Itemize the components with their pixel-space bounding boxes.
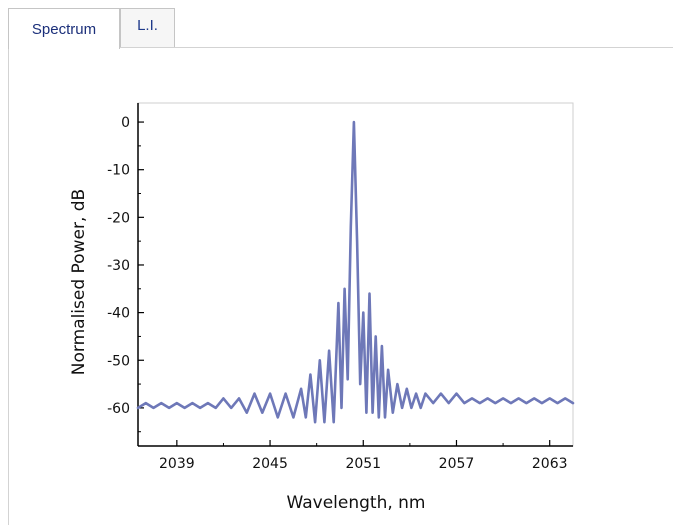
y-tick-label: -10 <box>107 163 130 179</box>
tab-li[interactable]: L.I. <box>120 8 175 48</box>
plot-area: 0 -10 -20 -30 -40 -50 -60 2039 2045 2051 2057 2063 <box>107 102 575 472</box>
y-tick-label: -60 <box>107 401 130 417</box>
tab-bar-divider <box>8 47 673 48</box>
tab-spectrum[interactable]: Spectrum <box>8 8 120 49</box>
x-tick-label: 2051 <box>345 456 381 472</box>
y-axis-label: Normalised Power, dB <box>69 189 89 375</box>
y-tick-label: -50 <box>107 353 130 369</box>
tab-panel-spectrum <box>8 48 673 525</box>
x-tick-label: 2063 <box>532 456 568 472</box>
y-tick-label: -30 <box>107 258 130 274</box>
spectrum-line <box>136 120 575 424</box>
x-axis-label: Wavelength, nm <box>287 493 426 513</box>
tab-li-label: L.I. <box>137 17 158 34</box>
tab-bar: Spectrum L.I. <box>0 0 673 49</box>
x-tick-label: 2045 <box>252 456 288 472</box>
x-tick-label: 2057 <box>439 456 475 472</box>
y-tick-label: 0 <box>121 115 130 131</box>
y-tick-label: -40 <box>107 306 130 322</box>
x-tick-label: 2039 <box>159 456 195 472</box>
y-tick-label: -20 <box>107 210 130 226</box>
tab-spectrum-label: Spectrum <box>31 21 97 38</box>
